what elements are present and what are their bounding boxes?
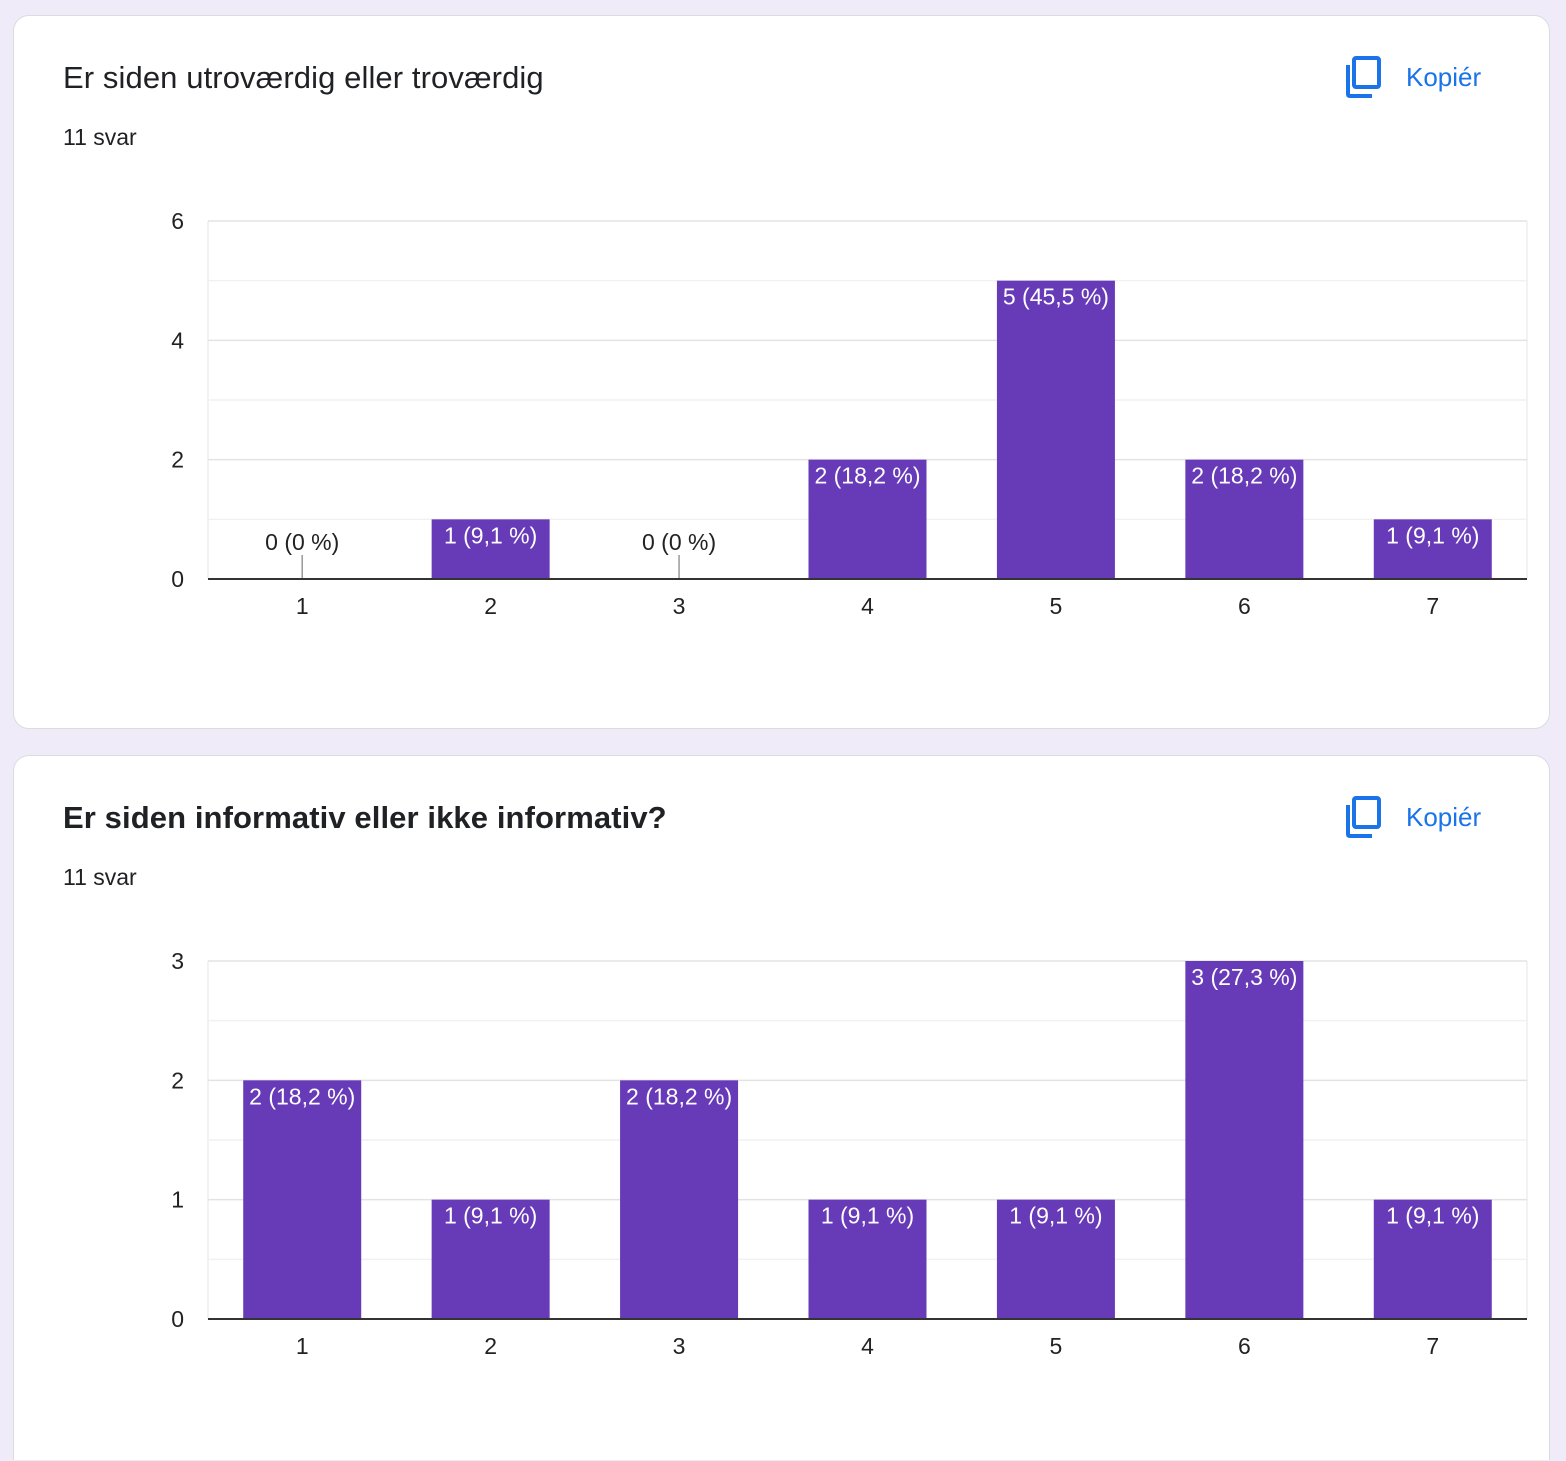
x-tick-label: 4 xyxy=(861,593,874,619)
bar xyxy=(1185,961,1304,1319)
bar xyxy=(431,1199,550,1319)
question-title: Er siden utroværdig eller troværdig xyxy=(63,60,544,95)
x-tick-label: 2 xyxy=(484,593,497,619)
bar xyxy=(996,1199,1115,1319)
x-tick-label: 2 xyxy=(484,1333,497,1359)
copy-label: Kopiér xyxy=(1406,801,1482,832)
response-count: 11 svar xyxy=(63,124,137,150)
x-tick-label: 1 xyxy=(296,1333,309,1359)
bar-data-label: 1 (9,1 %) xyxy=(444,1203,537,1229)
copy-icon xyxy=(1344,56,1382,98)
x-tick-label: 6 xyxy=(1238,1333,1251,1359)
x-tick-label: 7 xyxy=(1426,1333,1439,1359)
x-tick-label: 4 xyxy=(861,1333,874,1359)
bar xyxy=(243,1080,362,1319)
x-tick-label: 6 xyxy=(1238,593,1251,619)
y-tick-label: 6 xyxy=(171,208,184,234)
bar xyxy=(1373,1199,1492,1319)
copy-chart-button[interactable]: Kopiér xyxy=(1344,794,1481,840)
bar-data-label: 1 (9,1 %) xyxy=(821,1203,914,1229)
bar xyxy=(808,459,927,579)
bar xyxy=(620,1080,739,1319)
response-count: 11 svar xyxy=(63,864,137,890)
bar-data-label: 1 (9,1 %) xyxy=(1009,1203,1102,1229)
y-tick-label: 3 xyxy=(171,948,184,974)
y-tick-label: 2 xyxy=(171,1067,184,1093)
bar xyxy=(1185,459,1304,579)
bar xyxy=(996,280,1115,579)
x-tick-label: 3 xyxy=(673,593,686,619)
question-card-1: Er siden utroværdig eller troværdig 11 s… xyxy=(13,15,1550,729)
bar-data-label: 0 (0 %) xyxy=(642,529,716,555)
copy-chart-button[interactable]: Kopiér xyxy=(1344,54,1481,100)
question-card-2: Er siden informativ eller ikke informati… xyxy=(13,755,1550,1460)
y-tick-label: 1 xyxy=(171,1187,184,1213)
y-tick-label: 0 xyxy=(171,566,184,592)
copy-icon xyxy=(1344,796,1382,838)
bar-data-label: 2 (18,2 %) xyxy=(1191,463,1297,489)
bar-data-label: 1 (9,1 %) xyxy=(1386,1203,1479,1229)
bar-data-label: 1 (9,1 %) xyxy=(444,522,537,548)
bar-chart: 0 2 4 6 0 (0 %) 1 1 (9,1 %) 2 0 (0 %) 3 2 (18,2 %)… xyxy=(171,208,1528,619)
x-tick-label: 5 xyxy=(1050,1333,1063,1359)
y-tick-label: 4 xyxy=(171,327,184,353)
x-tick-label: 1 xyxy=(296,593,309,619)
bar-chart: 0 1 2 3 2 (18,2 %) 1 1 (9,1 %) 2 2 (18,2 %) 3 1 (9… xyxy=(171,948,1528,1359)
bar xyxy=(808,1199,927,1319)
bar-data-label: 1 (9,1 %) xyxy=(1386,522,1479,548)
copy-label: Kopiér xyxy=(1406,61,1482,92)
bar-data-label: 3 (27,3 %) xyxy=(1191,964,1297,990)
y-tick-label: 0 xyxy=(171,1306,184,1332)
y-tick-label: 2 xyxy=(171,447,184,473)
bar-data-label: 2 (18,2 %) xyxy=(626,1083,732,1109)
x-tick-label: 5 xyxy=(1050,593,1063,619)
bar xyxy=(431,519,550,579)
bar-data-label: 2 (18,2 %) xyxy=(249,1083,355,1109)
x-tick-label: 7 xyxy=(1426,593,1439,619)
bar-data-label: 0 (0 %) xyxy=(265,529,339,555)
bar-data-label: 2 (18,2 %) xyxy=(814,463,920,489)
bar-data-label: 5 (45,5 %) xyxy=(1003,284,1109,310)
question-title: Er siden informativ eller ikke informati… xyxy=(63,800,667,835)
bar xyxy=(1373,519,1492,579)
x-tick-label: 3 xyxy=(673,1333,686,1359)
